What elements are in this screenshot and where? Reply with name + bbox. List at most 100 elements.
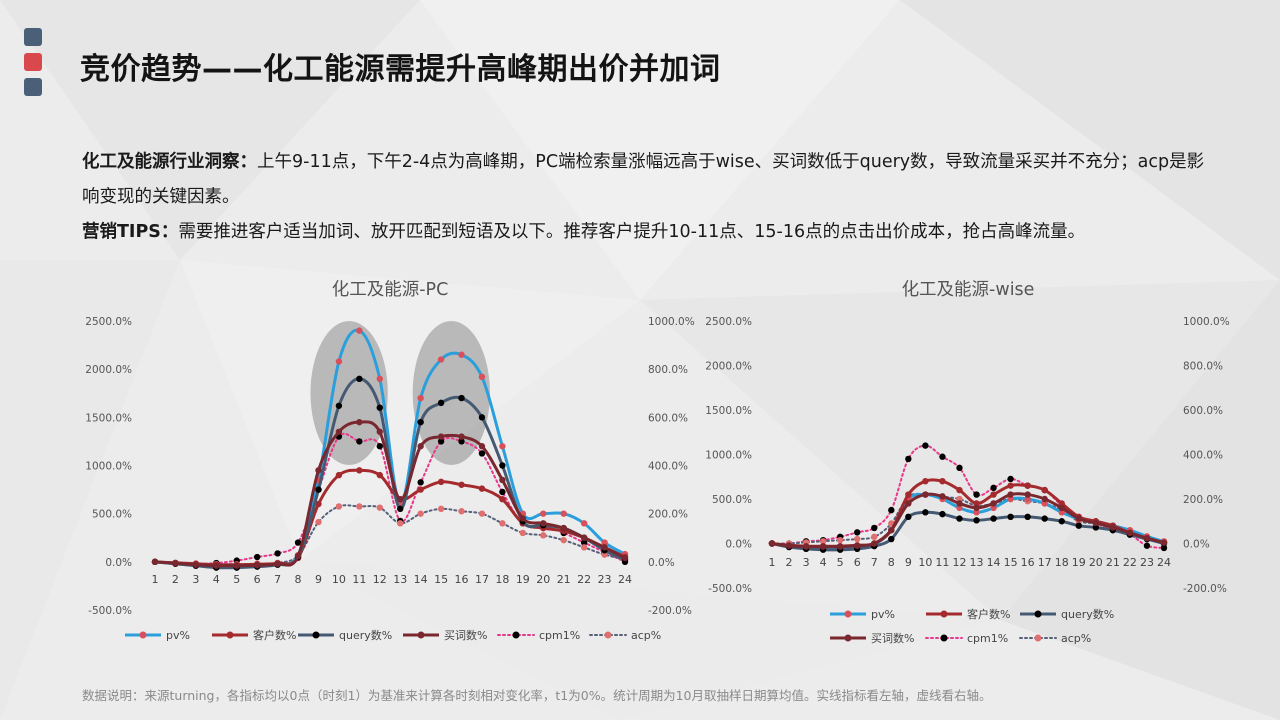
data-point <box>836 536 844 544</box>
data-point <box>939 493 946 500</box>
data-point <box>819 543 827 550</box>
data-point <box>1092 524 1100 531</box>
data-point <box>1160 539 1168 546</box>
x-tick-label: 11 <box>935 556 949 569</box>
legend-marker <box>844 634 852 642</box>
data-point <box>854 535 861 543</box>
data-point <box>922 491 929 498</box>
data-point <box>499 476 506 484</box>
data-point <box>1143 534 1151 542</box>
data-point <box>253 562 261 569</box>
x-tick-label: 16 <box>1021 556 1035 569</box>
y-right-tick-label: -200.0% <box>648 605 692 617</box>
data-point <box>540 532 547 539</box>
x-tick-label: 7 <box>871 556 878 569</box>
data-point <box>1058 504 1065 512</box>
legend-marker <box>512 631 520 639</box>
data-point <box>956 500 963 507</box>
data-point <box>580 534 588 541</box>
x-tick-label: 5 <box>837 556 844 569</box>
data-point <box>356 467 363 474</box>
data-point <box>417 486 424 493</box>
x-tick-label: 14 <box>987 556 1001 569</box>
data-point <box>376 375 383 382</box>
data-point <box>990 515 997 522</box>
data-point <box>1041 486 1048 494</box>
x-tick-label: 17 <box>1038 556 1052 569</box>
data-point <box>1058 500 1065 507</box>
legend-label: query数% <box>339 629 392 642</box>
data-point <box>335 428 343 435</box>
data-point <box>499 443 506 450</box>
y-right-tick-label: 200.0% <box>648 509 688 521</box>
legend-label: acp% <box>1061 632 1091 645</box>
legend-label: query数% <box>1061 608 1114 621</box>
data-point <box>888 535 895 543</box>
data-point <box>956 504 963 512</box>
x-tick-label: 1 <box>152 573 159 586</box>
y-left-tick-label: -500.0% <box>88 605 132 617</box>
data-point <box>1058 518 1065 525</box>
data-point <box>768 540 776 547</box>
data-point <box>437 433 445 440</box>
data-point <box>376 471 383 479</box>
header-decoration-square <box>24 53 42 71</box>
data-point <box>973 491 980 498</box>
x-tick-label: 13 <box>393 573 407 586</box>
data-point <box>356 327 363 334</box>
y-right-tick-label: 1000.0% <box>1183 316 1230 328</box>
data-point <box>417 479 424 486</box>
data-point <box>335 402 343 409</box>
data-point <box>315 500 322 508</box>
x-tick-label: 18 <box>1055 556 1069 569</box>
legend-label: cpm1% <box>967 632 1008 645</box>
data-point <box>1041 515 1048 522</box>
data-point <box>519 529 527 537</box>
data-point <box>905 491 912 498</box>
data-point <box>1024 482 1031 489</box>
data-point <box>335 471 343 479</box>
legend-entry: pv% <box>125 629 190 642</box>
x-tick-label: 19 <box>516 573 530 586</box>
data-point <box>499 462 506 469</box>
legend-entry: query数% <box>298 629 392 642</box>
y-left-tick-label: 1000.0% <box>85 461 132 473</box>
data-point <box>376 504 383 511</box>
legend-label: 客户数% <box>967 607 1010 621</box>
data-point <box>294 552 302 560</box>
data-point <box>560 536 567 544</box>
data-point <box>973 504 980 512</box>
data-point <box>192 561 200 568</box>
x-tick-label: 14 <box>414 573 428 586</box>
y-right-tick-label: -200.0% <box>1183 583 1227 595</box>
x-tick-label: 10 <box>332 573 346 586</box>
y-left-tick-label: 1000.0% <box>705 450 752 462</box>
data-point <box>580 539 588 546</box>
x-tick-label: 21 <box>1106 556 1120 569</box>
data-point <box>1007 495 1014 503</box>
legend-entry: pv% <box>830 608 895 621</box>
y-right-tick-label: 0.0% <box>648 557 675 569</box>
insight-text: 上午9-11点，下午2-4点为高峰期，PC端检索量涨幅远高于wise、买词数低于… <box>82 152 1205 207</box>
x-tick-label: 20 <box>536 573 550 586</box>
data-point <box>973 517 980 524</box>
data-point <box>1007 475 1014 483</box>
data-point <box>151 558 159 566</box>
y-left-tick-label: 0.0% <box>725 539 752 551</box>
tips-text: 需要推进客户适当加词、放开匹配到短语及以下。推荐客户提升10-11点、15-16… <box>178 222 1086 242</box>
x-tick-label: 24 <box>1157 556 1171 569</box>
data-point <box>478 485 486 492</box>
data-point <box>802 543 810 550</box>
data-point <box>871 540 878 547</box>
data-point <box>1041 500 1048 507</box>
x-tick-label: 1 <box>769 556 776 569</box>
x-tick-label: 6 <box>854 556 861 569</box>
legend-entry: 买词数% <box>830 632 914 645</box>
data-point <box>376 404 383 411</box>
y-left-tick-label: -500.0% <box>708 583 752 595</box>
legend-label: 客户数% <box>253 628 296 642</box>
data-point <box>1024 513 1031 520</box>
data-point <box>1041 495 1048 503</box>
data-point <box>274 550 281 557</box>
x-tick-label: 23 <box>1140 556 1154 569</box>
